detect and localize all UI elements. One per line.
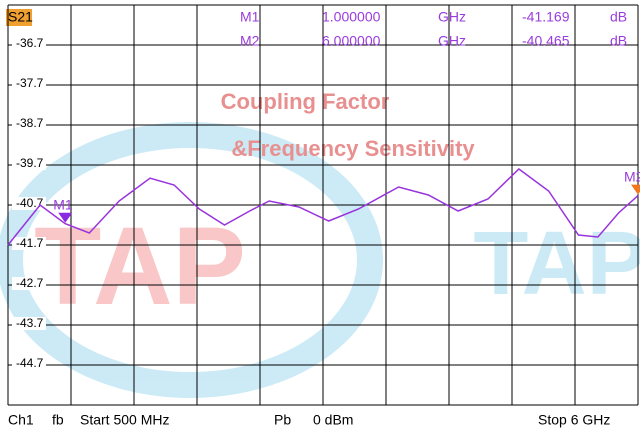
tick-label-bg (12, 357, 46, 370)
y-tick-label: -37.7 (16, 76, 44, 90)
marker-table-unit: GHz (438, 33, 466, 49)
tick-label-bg (12, 317, 46, 330)
trace (7, 168, 639, 246)
marker-table-unit: dB (610, 33, 627, 49)
footer-text: Start 500 MHz (80, 412, 169, 428)
footer-text: Stop 6 GHz (538, 412, 610, 428)
footer-text: Ch1 (8, 412, 34, 428)
footer-text: fb (52, 412, 64, 428)
y-tick-label: -36.7 (16, 36, 44, 50)
marker-table-value: -41.169 (522, 9, 570, 25)
tick-label-bg (12, 237, 46, 250)
marker-table-name: M2 (240, 33, 260, 49)
marker-table-unit: dB (610, 9, 627, 25)
marker-table-x: 1.000000 (322, 9, 381, 25)
y-tick-label: -44.7 (16, 356, 44, 370)
footer-text: 0 dBm (313, 412, 353, 428)
tick-label-bg (12, 37, 46, 50)
trace-label-box (6, 9, 32, 26)
marker-name: M2 (624, 168, 640, 184)
marker-table-unit: GHz (438, 9, 466, 25)
watermark-text: TAP (473, 214, 640, 314)
trace-label: S21 (8, 9, 33, 25)
annotation: &Frequency Sensitivity (231, 136, 475, 161)
tick-label-bg (12, 117, 46, 130)
marker-table-name: M1 (240, 9, 260, 25)
marker-name: M1 (53, 196, 73, 212)
tick-label-bg (12, 197, 46, 210)
y-tick-label: -40.7 (16, 196, 44, 210)
marker-triangle (631, 184, 640, 195)
tick-label-bg (12, 77, 46, 90)
y-tick-label: -42.7 (16, 276, 44, 290)
y-tick-label: -38.7 (16, 116, 44, 130)
tick-label-bg (12, 277, 46, 290)
footer-text: Pb (274, 412, 291, 428)
y-tick-label: -39.7 (16, 156, 44, 170)
annotation: Coupling Factor (221, 89, 390, 114)
watermark-ring (0, 122, 383, 398)
tick-label-bg (12, 157, 46, 170)
y-tick-label: -43.7 (16, 316, 44, 330)
marker-table-value: -40.465 (522, 33, 570, 49)
y-tick-label: -41.7 (16, 236, 44, 250)
marker-triangle (58, 212, 73, 223)
marker-table-x: 6.000000 (322, 33, 381, 49)
